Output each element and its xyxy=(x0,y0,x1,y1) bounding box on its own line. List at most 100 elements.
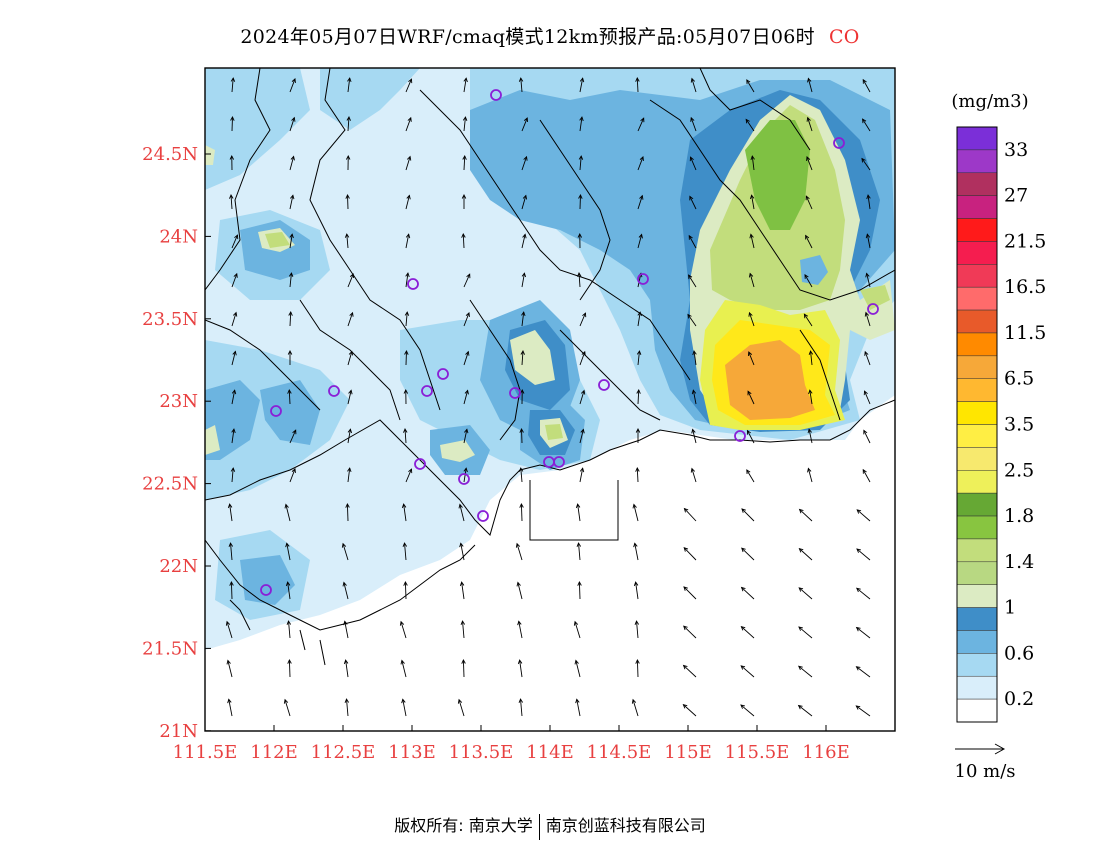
wind-arrowhead xyxy=(230,467,236,472)
wind-arrowhead xyxy=(517,659,523,665)
wind-arrowhead xyxy=(285,581,291,587)
wind-arrow xyxy=(462,233,465,249)
wind-arrow xyxy=(687,314,697,327)
wind-arrowhead xyxy=(286,620,292,625)
colorbar-swatch xyxy=(956,675,998,700)
wind-arrowhead xyxy=(343,659,349,665)
wind-arrow xyxy=(402,699,407,717)
wind-arrowhead xyxy=(749,233,754,239)
wind-arrow xyxy=(463,78,467,93)
title-species: CO xyxy=(828,26,860,48)
wind-arrowhead xyxy=(404,311,410,316)
wind-arrow xyxy=(691,468,697,483)
wind-arrow xyxy=(284,699,291,717)
wind-arrowhead xyxy=(806,116,811,122)
wind-arrow xyxy=(637,312,641,327)
wind-arrowhead xyxy=(692,350,697,356)
wind-arrowhead xyxy=(577,233,583,238)
wind-arrow xyxy=(521,234,526,249)
wind-arrowhead xyxy=(287,389,292,394)
wind-arrow xyxy=(405,78,412,93)
wind-arrow xyxy=(404,543,407,561)
wind-arrow xyxy=(231,78,234,93)
station-markers xyxy=(260,89,879,596)
wind-arrow xyxy=(347,429,351,444)
wind-arrowhead xyxy=(229,155,235,160)
colorbar-swatch xyxy=(956,355,998,379)
wind-arrow xyxy=(463,468,467,483)
wind-arrowhead xyxy=(406,155,412,161)
colorbar-label: 2.5 xyxy=(1004,459,1034,481)
wind-arrow xyxy=(748,351,755,366)
wind-arrow xyxy=(227,660,233,678)
wind-arrowhead xyxy=(747,351,753,357)
wind-arrow xyxy=(683,586,697,600)
wind-arrowhead xyxy=(638,233,643,239)
wind-arrow xyxy=(289,273,292,288)
wind-arrowhead xyxy=(805,234,810,240)
wind-arrowhead xyxy=(287,659,292,664)
lat-tick-label: 24N xyxy=(159,226,198,247)
wind-arrowhead xyxy=(579,116,584,122)
colorbar-swatch xyxy=(956,172,998,196)
lon-tick-label: 115E xyxy=(664,742,712,763)
wind-arrow xyxy=(690,156,697,171)
wind-arrowhead xyxy=(749,194,755,200)
wind-arrowhead xyxy=(741,508,746,513)
wind-arrowhead xyxy=(750,155,755,161)
wind-arrow xyxy=(404,429,407,444)
wind-arrow xyxy=(289,468,296,483)
wind-arrow xyxy=(229,504,233,522)
wind-arrow xyxy=(519,660,523,678)
wind-arrowhead xyxy=(349,311,354,317)
wind-arrowhead xyxy=(400,659,405,665)
wind-arrow xyxy=(463,312,470,327)
colorbar-label: 33 xyxy=(1004,139,1028,161)
wind-arrowhead xyxy=(865,272,870,278)
wind-arrow xyxy=(683,665,697,678)
wind-arrowhead xyxy=(462,155,467,160)
wind-arrowhead xyxy=(516,581,521,587)
lat-tick-label: 24.5N xyxy=(142,144,198,165)
wind-arrow xyxy=(463,429,468,444)
wind-arrow xyxy=(804,274,813,288)
colorbar-label: 1 xyxy=(1004,597,1016,619)
colorbar: 33 27 21.5 16.5 11.5 6.5 3.5 2.5 1.8 1.4 1 0.6 0.2 xyxy=(956,126,1046,723)
wind-arrowhead xyxy=(866,194,871,200)
wind-arrowhead xyxy=(688,234,693,240)
wind-arrowhead xyxy=(230,116,235,121)
wind-arrowhead xyxy=(233,272,238,278)
wind-arrowhead xyxy=(288,311,293,316)
wind-arrowhead xyxy=(518,77,524,82)
wind-arrowhead xyxy=(689,195,694,201)
colorbar-swatch xyxy=(956,149,998,174)
wind-arrowhead xyxy=(346,116,351,121)
wind-arrowhead xyxy=(631,698,637,704)
wind-arrowhead xyxy=(291,116,296,122)
wind-arrowhead xyxy=(347,428,353,434)
wind-arrow xyxy=(863,430,871,444)
wind-arrow xyxy=(692,390,697,405)
wind-arrowhead xyxy=(405,272,410,278)
wind-arrowhead xyxy=(798,626,803,631)
station-marker xyxy=(328,385,340,397)
wind-arrowhead xyxy=(457,698,463,704)
wind-arrowhead xyxy=(745,118,750,124)
wind-arrow xyxy=(463,351,469,366)
wind-arrowhead xyxy=(289,233,294,239)
wind-arrowhead xyxy=(807,77,812,83)
wind-arrow xyxy=(521,117,528,132)
wind-arrow xyxy=(749,312,755,327)
wind-arrow xyxy=(346,503,349,522)
wind-arrow xyxy=(405,117,412,132)
wind-arrow xyxy=(400,621,407,639)
wind-arrow xyxy=(405,273,409,288)
station-marker xyxy=(270,405,282,417)
colorbar-swatch xyxy=(956,126,998,151)
wind-arrowhead xyxy=(403,581,408,586)
wind-arrowhead xyxy=(230,77,236,82)
map-area xyxy=(205,68,895,731)
colorbar-unit: (mg/m3) xyxy=(951,91,1028,112)
wind-arrowhead xyxy=(741,547,746,553)
